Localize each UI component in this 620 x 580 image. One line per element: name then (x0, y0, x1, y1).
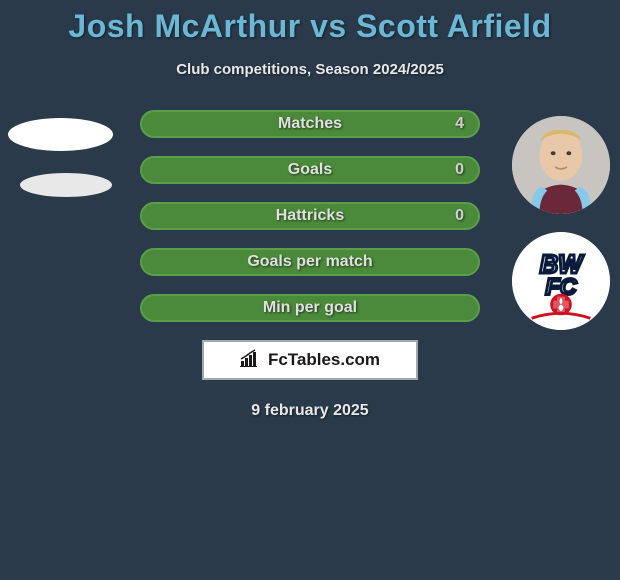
brand-label: FcTables.com (268, 350, 380, 370)
footer-date: 9 february 2025 (0, 402, 620, 420)
comparison-card: Josh McArthur vs Scott Arfield Club comp… (0, 0, 620, 420)
stat-row-goals-per-match: Goals per match (140, 248, 480, 276)
stat-label: Matches (278, 115, 342, 133)
stat-value-right: 0 (455, 161, 464, 179)
page-subtitle: Club competitions, Season 2024/2025 (0, 61, 620, 78)
stat-value-right: 4 (455, 115, 464, 133)
stat-label: Goals per match (247, 253, 372, 271)
stat-row-matches: Matches 4 (140, 110, 480, 138)
brand-link[interactable]: FcTables.com (202, 340, 418, 380)
stat-label: Min per goal (263, 299, 357, 317)
stats-list: Matches 4 Goals 0 Hattricks 0 Goals per … (0, 110, 620, 322)
stat-label: Hattricks (276, 207, 344, 225)
chart-icon (240, 349, 262, 372)
stat-row-min-per-goal: Min per goal (140, 294, 480, 322)
stat-row-goals: Goals 0 (140, 156, 480, 184)
stat-label: Goals (288, 161, 332, 179)
stat-row-hattricks: Hattricks 0 (140, 202, 480, 230)
page-title: Josh McArthur vs Scott Arfield (0, 8, 620, 45)
stat-value-right: 0 (455, 207, 464, 225)
